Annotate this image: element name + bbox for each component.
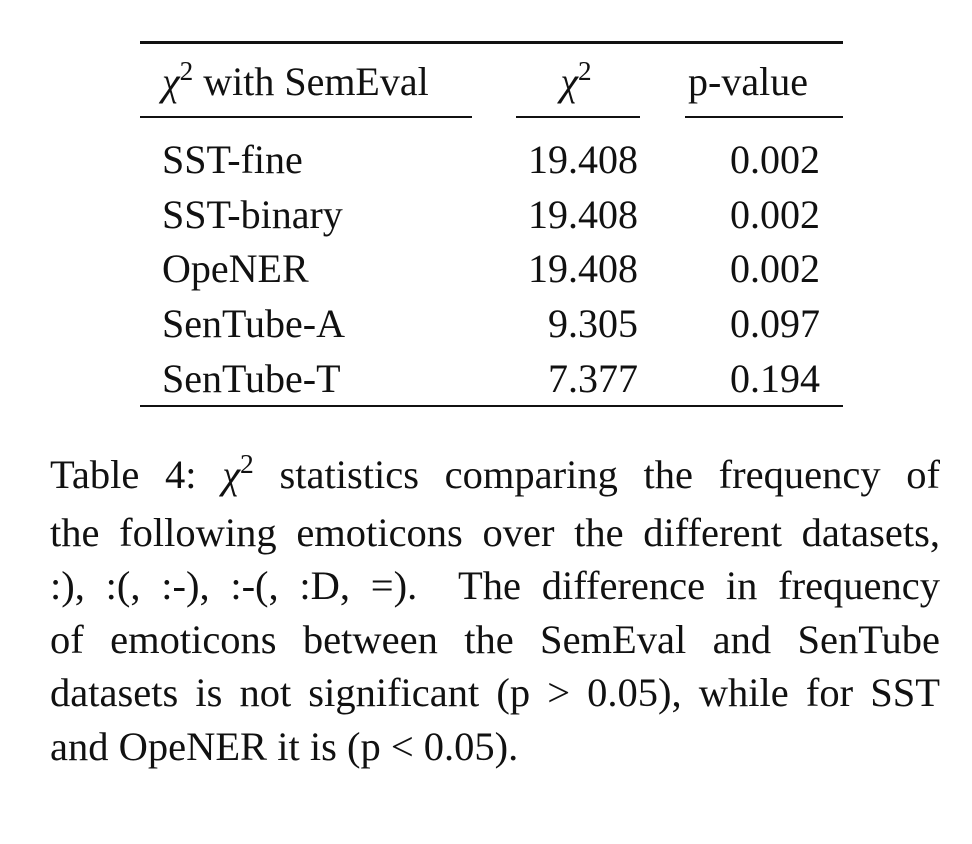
chi-superscript: 2 xyxy=(240,447,254,479)
chi-symbol: χ xyxy=(162,59,180,104)
header-chi2: χ2 xyxy=(536,57,616,104)
row-chi2-value: 19.408 xyxy=(528,192,638,237)
row-chi2-value: 7.377 xyxy=(548,356,638,401)
caption-line: of emoticons between the SemEval and Sen… xyxy=(50,616,940,662)
table-caption: Table 4: χ2 statistics comparing the fre… xyxy=(50,448,940,773)
caption-line: the following emoticons over the differe… xyxy=(50,509,940,555)
table-bottom-rule xyxy=(140,405,843,407)
row-chi2-value: 9.305 xyxy=(548,301,638,346)
table-top-rule xyxy=(140,41,843,44)
row-dataset-name: SST-fine xyxy=(162,137,303,182)
chi-symbol: χ xyxy=(560,59,578,104)
header-rule-col3 xyxy=(685,116,843,118)
row-dataset-name: SenTube-T xyxy=(162,356,341,401)
row-dataset-name: SST-binary xyxy=(162,192,343,237)
caption-line: and OpeNER it is (p < 0.05). xyxy=(50,723,519,769)
header-rule-col2 xyxy=(516,116,640,118)
row-p-value: 0.097 xyxy=(730,301,820,346)
caption-line: datasets is not significant (p > 0.05), … xyxy=(50,670,940,715)
header-dataset-text: with SemEval xyxy=(193,59,429,104)
caption-line: Table 4: χ2 statistics comparing the fre… xyxy=(50,448,940,506)
row-dataset-name: OpeNER xyxy=(162,246,309,291)
row-p-value: 0.002 xyxy=(730,192,820,237)
caption-line: :), :(, :-), :-(, :D, =). The difference… xyxy=(50,563,940,608)
chi-superscript: 2 xyxy=(179,56,194,87)
row-dataset-name: SenTube-A xyxy=(162,301,345,346)
header-dataset: χ2 with SemEval xyxy=(162,57,429,104)
row-p-value: 0.002 xyxy=(730,137,820,182)
caption-text: statistics comparing the frequency of xyxy=(253,452,940,497)
row-p-value: 0.002 xyxy=(730,246,820,291)
chi-superscript: 2 xyxy=(578,56,592,87)
row-chi2-value: 19.408 xyxy=(528,137,638,182)
row-p-value: 0.194 xyxy=(730,356,820,401)
header-pvalue: p-value xyxy=(688,59,808,104)
chi-symbol: χ xyxy=(222,452,241,497)
header-rule-col1 xyxy=(140,116,472,118)
caption-label: Table 4: xyxy=(50,452,223,497)
row-chi2-value: 19.408 xyxy=(528,246,638,291)
